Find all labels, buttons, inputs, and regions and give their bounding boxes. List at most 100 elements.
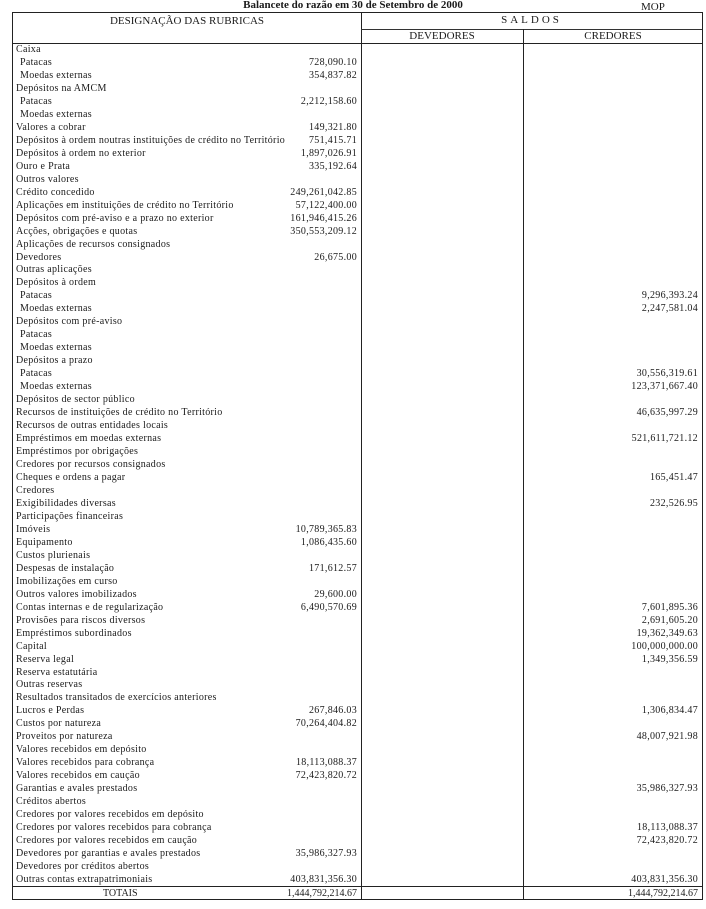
table-row: Caixa bbox=[13, 44, 702, 57]
trial-balance-table: DESIGNAÇÃO DAS RUBRICAS SALDOS DEVEDORES… bbox=[12, 12, 703, 900]
row-label: Credores por valores recebidos em depósi… bbox=[16, 809, 204, 821]
table-row: Devedores por garantias e avales prestad… bbox=[13, 848, 702, 861]
row-label: Resultados transitados de exercícios ant… bbox=[16, 692, 217, 704]
table-row: Empréstimos em moedas externas 521,611,72… bbox=[13, 433, 702, 446]
row-label: Depósitos com pré-aviso bbox=[16, 316, 123, 328]
row-label: Credores por valores recebidos em caução bbox=[16, 835, 198, 847]
row-label: Credores por recursos consignados bbox=[16, 459, 166, 470]
header-bottom-rule bbox=[13, 43, 702, 44]
table-row: Patacas 30,556,319.61 bbox=[13, 368, 702, 381]
row-label: Patacas bbox=[20, 290, 53, 302]
row-debit: 6,490,570.69 bbox=[300, 601, 357, 613]
row-debit: 18,113,088.37 bbox=[295, 757, 357, 769]
table-row: Moedas externas 354,837.82 bbox=[13, 70, 702, 83]
table-row: Credores por valores recebidos em depósi… bbox=[13, 809, 702, 822]
row-label: Credores por valores recebidos para cobr… bbox=[16, 822, 212, 834]
row-credit: 48,007,921.98 bbox=[636, 731, 698, 743]
row-label: Devedores por garantias e avales prestad… bbox=[16, 848, 201, 860]
totals-credit: 1,444,792,214.67 bbox=[628, 888, 698, 899]
row-debit: 70,264,404.82 bbox=[295, 718, 357, 730]
table-row: Contas internas e de regularização 6,490,… bbox=[13, 602, 702, 615]
totals-label: TOTAIS bbox=[103, 888, 138, 899]
row-credit: 1,306,834.47 bbox=[641, 705, 698, 717]
row-label: Garantias e avales prestados bbox=[16, 783, 138, 795]
table-row: Participações financeiras bbox=[13, 511, 702, 524]
table-row: Patacas 9,296,393.24 bbox=[13, 290, 702, 303]
row-label: Despesas de instalação bbox=[16, 562, 115, 574]
row-label: Patacas bbox=[20, 368, 53, 380]
table-row: Outras contas extrapatrimoniais 403,831,3… bbox=[13, 874, 702, 887]
table-row: Depósitos com pré-aviso bbox=[13, 316, 702, 329]
row-label: Empréstimos por obrigações bbox=[16, 446, 139, 458]
table-row: Moedas externas bbox=[13, 109, 702, 122]
row-credit: 9,296,393.24 bbox=[641, 290, 698, 302]
row-label: Recursos de outras entidades locais bbox=[16, 420, 169, 432]
row-label: Empréstimos subordinados bbox=[16, 627, 132, 639]
row-credit: 35,986,327.93 bbox=[636, 783, 698, 795]
row-label: Imóveis bbox=[16, 523, 51, 535]
row-label: Valores a cobrar bbox=[16, 121, 86, 133]
row-label: Outros valores bbox=[16, 173, 79, 185]
table-row: Outras aplicações bbox=[13, 264, 702, 277]
column-divider bbox=[523, 43, 524, 899]
row-label: Patacas bbox=[20, 56, 53, 68]
row-label: Lucros e Perdas bbox=[16, 705, 85, 717]
table-row: Moedas externas bbox=[13, 342, 702, 355]
row-label: Moedas externas bbox=[20, 69, 92, 81]
totals-debit: 1,444,792,214.67 bbox=[287, 888, 357, 899]
table-row: Patacas 728,090.10 bbox=[13, 57, 702, 70]
row-label: Outras contas extrapatrimoniais bbox=[16, 874, 153, 885]
row-debit: 149,321.80 bbox=[309, 121, 357, 133]
table-row: Custos por natureza 70,264,404.82 bbox=[13, 718, 702, 731]
row-debit: 57,122,400.00 bbox=[295, 199, 357, 211]
table-row: Reserva legal 1,349,356.59 bbox=[13, 654, 702, 667]
row-debit: 354,837.82 bbox=[309, 69, 357, 81]
table-row: Imobilizações em curso bbox=[13, 576, 702, 589]
row-label: Depósitos a prazo bbox=[16, 355, 93, 367]
table-row: Acções, obrigações e quotas 350,553,209.1… bbox=[13, 226, 702, 239]
table-row: Depósitos a prazo bbox=[13, 355, 702, 368]
row-label: Ouro e Prata bbox=[16, 160, 71, 172]
column-divider bbox=[361, 43, 362, 899]
table-row: Custos plurienais bbox=[13, 550, 702, 563]
header-debit: DEVEDORES bbox=[361, 29, 524, 43]
row-debit: 10,789,365.83 bbox=[295, 523, 357, 535]
row-label: Outros valores imobilizados bbox=[16, 588, 137, 600]
row-label: Proveitos por natureza bbox=[16, 731, 113, 743]
row-debit: 249,261,042.85 bbox=[290, 186, 357, 198]
row-credit: 165,451.47 bbox=[650, 471, 698, 483]
row-label: Patacas bbox=[20, 95, 53, 107]
row-label: Equipamento bbox=[16, 536, 73, 548]
row-label: Moedas externas bbox=[20, 381, 92, 393]
row-label: Reserva legal bbox=[16, 653, 75, 665]
row-label: Devedores bbox=[16, 251, 62, 263]
row-label: Moedas externas bbox=[20, 108, 92, 120]
table-row: Outros valores bbox=[13, 174, 702, 187]
table-row: Moedas externas 2,247,581.04 bbox=[13, 303, 702, 316]
row-debit: 350,553,209.12 bbox=[290, 225, 357, 237]
table-row: Credores por recursos consignados bbox=[13, 459, 702, 472]
row-debit: 1,897,026.91 bbox=[300, 147, 357, 159]
row-debit: 29,600.00 bbox=[314, 588, 357, 600]
table-row: Patacas 2,212,158.60 bbox=[13, 96, 702, 109]
header-designation: DESIGNAÇÃO DAS RUBRICAS bbox=[13, 13, 362, 43]
table-row: Aplicações em instituições de crédito no… bbox=[13, 200, 702, 213]
row-debit: 403,831,356.30 bbox=[290, 874, 357, 885]
row-label: Outras reservas bbox=[16, 679, 83, 691]
row-label: Capital bbox=[16, 640, 47, 652]
row-credit: 123,371,667.40 bbox=[631, 381, 698, 393]
table-row: Resultados transitados de exercícios ant… bbox=[13, 692, 702, 705]
row-label: Acções, obrigações e quotas bbox=[16, 225, 138, 237]
row-label: Depósitos à ordem bbox=[16, 277, 97, 289]
row-label: Depósitos na AMCM bbox=[16, 82, 107, 94]
row-label: Valores recebidos para cobrança bbox=[16, 757, 155, 769]
row-credit: 18,113,088.37 bbox=[636, 822, 698, 834]
table-row: Reserva estatutária bbox=[13, 667, 702, 680]
table-row: Valores a cobrar 149,321.80 bbox=[13, 122, 702, 135]
row-credit: 2,691,605.20 bbox=[641, 614, 698, 626]
row-label: Outras aplicações bbox=[16, 264, 92, 276]
row-label: Aplicações em instituições de crédito no… bbox=[16, 199, 234, 211]
row-label: Participações financeiras bbox=[16, 510, 124, 522]
row-label: Moedas externas bbox=[20, 342, 92, 354]
row-label: Depósitos à ordem noutras instituições d… bbox=[16, 134, 286, 146]
